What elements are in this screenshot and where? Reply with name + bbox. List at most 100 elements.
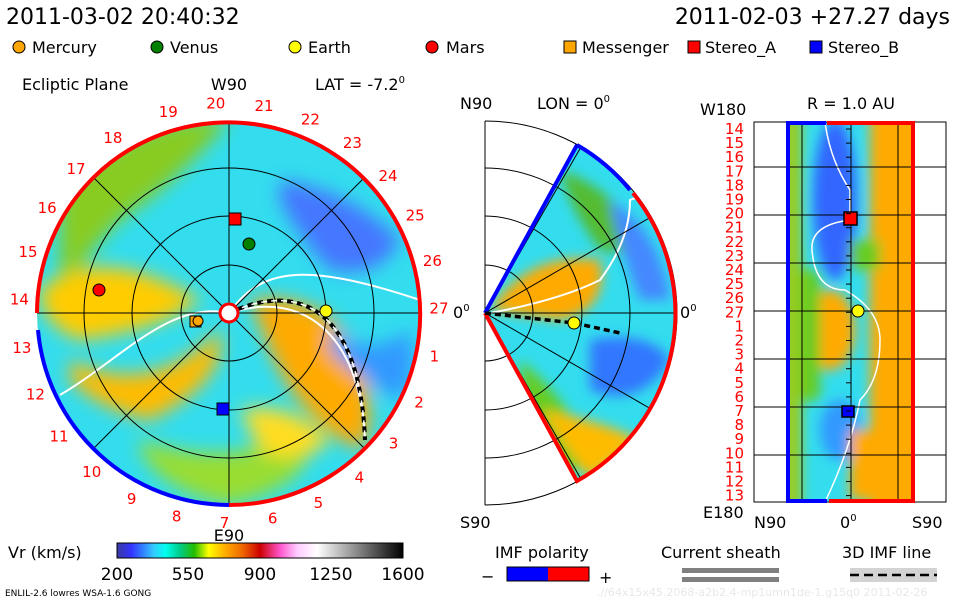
imf-negative-arc: [36, 329, 230, 507]
rotation-label: 15: [18, 243, 37, 261]
radial-rotation-label: 24: [725, 261, 744, 279]
mercury-icon: [12, 40, 26, 54]
radial-rotation-label: 3: [734, 346, 744, 364]
radial-rotation-label: 6: [734, 388, 744, 406]
radial-rotation-label: 15: [725, 134, 744, 152]
meridional-right-label: 00: [680, 303, 697, 322]
radial-bottom-label: E180: [703, 503, 744, 522]
radial-rotation-label: 18: [725, 176, 744, 194]
legend-venus: Venus: [170, 38, 218, 57]
stereo-a-icon: [687, 40, 701, 54]
meridional-negative-arc: [576, 143, 632, 192]
rotation-label: 26: [423, 252, 442, 270]
mars-icon: [425, 40, 439, 54]
radial-positive-boundary: [827, 121, 915, 503]
imf-line-legend: 3D IMF line: [842, 543, 937, 582]
radial-rotation-label: 19: [725, 191, 744, 209]
rotation-label: 12: [26, 385, 45, 403]
radial-rotation-label: 26: [725, 289, 744, 307]
colorbar-tick: 900: [244, 565, 276, 585]
rotation-label: 13: [12, 339, 31, 357]
radial-rotation-label: 22: [725, 233, 744, 251]
colorbar: Vr (km/s) 200 550 900 1250 1600: [8, 542, 425, 585]
mars-marker: [92, 283, 106, 297]
rotation-label: 8: [172, 507, 182, 525]
radial-rotation-label: 25: [725, 275, 744, 293]
rotation-label: 16: [38, 199, 57, 217]
radial-rotation-label: 2: [734, 332, 744, 350]
radial-rotation-label: 27: [725, 303, 744, 321]
sun-icon: [218, 302, 240, 324]
earth-marker: [319, 304, 333, 318]
rotation-label: 5: [314, 494, 324, 512]
rotation-label: 22: [301, 110, 320, 128]
meridional-bottom-label: S90: [460, 513, 491, 532]
ecliptic-rotation-labels: 19 20 212223242526271234567891011121314151…: [10, 94, 449, 532]
radial-rotation-label: 16: [725, 148, 744, 166]
ecliptic-title: Ecliptic Plane: [22, 75, 128, 94]
radial-rotation-label: 11: [725, 458, 744, 476]
rotation-label: 19: [159, 103, 178, 121]
imf-swatch-border: [506, 566, 590, 582]
radial-panel: R = 1.0 AU W180 E180 N90 00 S90: [700, 94, 947, 532]
legend-mars: Mars: [446, 38, 485, 57]
rotation-label: 6: [268, 509, 278, 527]
radial-stereo-a-marker: [843, 211, 858, 226]
radial-rotation-label: 9: [734, 430, 744, 448]
colorbar-tick: 550: [172, 565, 204, 585]
ecliptic-panel: Ecliptic Plane W90 LAT = -7.20 E90 00: [10, 75, 470, 545]
legend: Mercury Venus Earth Mars Messenger Stere…: [12, 38, 899, 58]
rotation-label: 7: [220, 514, 230, 532]
radial-rotation-label: 10: [725, 444, 744, 462]
radial-rotation-label: 7: [734, 402, 744, 420]
meridional-top-label: N90: [460, 94, 492, 113]
reference-time: 2011-02-03 +27.27 days: [675, 5, 950, 30]
meridional-panel: N90 LON = 00 S90 00: [460, 94, 697, 532]
rotation-label: 20: [206, 94, 225, 112]
radial-rotation-label: 14: [725, 120, 744, 138]
imf-positive-arc: [92, 120, 423, 401]
legend-messenger: Messenger: [582, 38, 669, 57]
radial-rotation-label: 12: [725, 473, 744, 491]
earth-icon: [288, 40, 302, 54]
current-sheath-legend: Current sheath: [661, 543, 781, 582]
radial-rotation-label: 23: [725, 247, 744, 265]
colorbar-tick: 200: [101, 565, 133, 585]
imf-polarity-label: IMF polarity: [495, 543, 589, 562]
ecliptic-bottom-label: E90: [214, 526, 244, 545]
model-info: ENLIL-2.6 lowres WSA-1.6 GONG: [5, 589, 151, 599]
stereo-b-icon: [809, 40, 823, 54]
datetime: 2011-03-02 20:40:32: [6, 5, 240, 30]
colorbar-gradient: [116, 542, 404, 559]
radial-x-right: S90: [912, 513, 943, 532]
radial-rotation-label: 4: [734, 360, 744, 378]
radial-rotation-label: 8: [734, 416, 744, 434]
radial-negative-boundary: [786, 121, 827, 503]
legend-mercury: Mercury: [32, 38, 97, 57]
rotation-label: 27: [429, 300, 448, 318]
rotation-label: 24: [378, 167, 397, 185]
rotation-label: 17: [66, 160, 85, 178]
run-id: .//64x15x45.2068-a2b2.4-mp1umn1de-1.g15q…: [597, 586, 928, 599]
colorbar-tick: 1250: [309, 565, 352, 585]
radial-rotation-label: 21: [725, 219, 744, 237]
ecliptic-right-label: 00: [453, 303, 470, 322]
radial-earth-marker: [851, 304, 865, 318]
rotation-label: 25: [406, 207, 425, 225]
legend-stereo-b: Stereo_B: [828, 38, 899, 58]
legend-stereo-a: Stereo_A: [705, 38, 776, 58]
radial-rotation-label: 5: [734, 374, 744, 392]
rotation-label: 3: [389, 434, 399, 452]
radial-title: R = 1.0 AU: [807, 94, 895, 113]
current-sheath-label: Current sheath: [661, 543, 781, 562]
rotation-label: 1: [430, 348, 440, 366]
imf-positive-swatch: [548, 567, 589, 581]
current-sheath-line: [682, 568, 779, 573]
legend-earth: Earth: [308, 38, 351, 57]
imf-positive-arc-3: [35, 175, 96, 314]
imf-negative-swatch: [507, 567, 548, 581]
stereo-b-marker: [216, 402, 230, 416]
rotation-label: 21: [254, 97, 273, 115]
stereo-a-marker: [228, 212, 242, 226]
